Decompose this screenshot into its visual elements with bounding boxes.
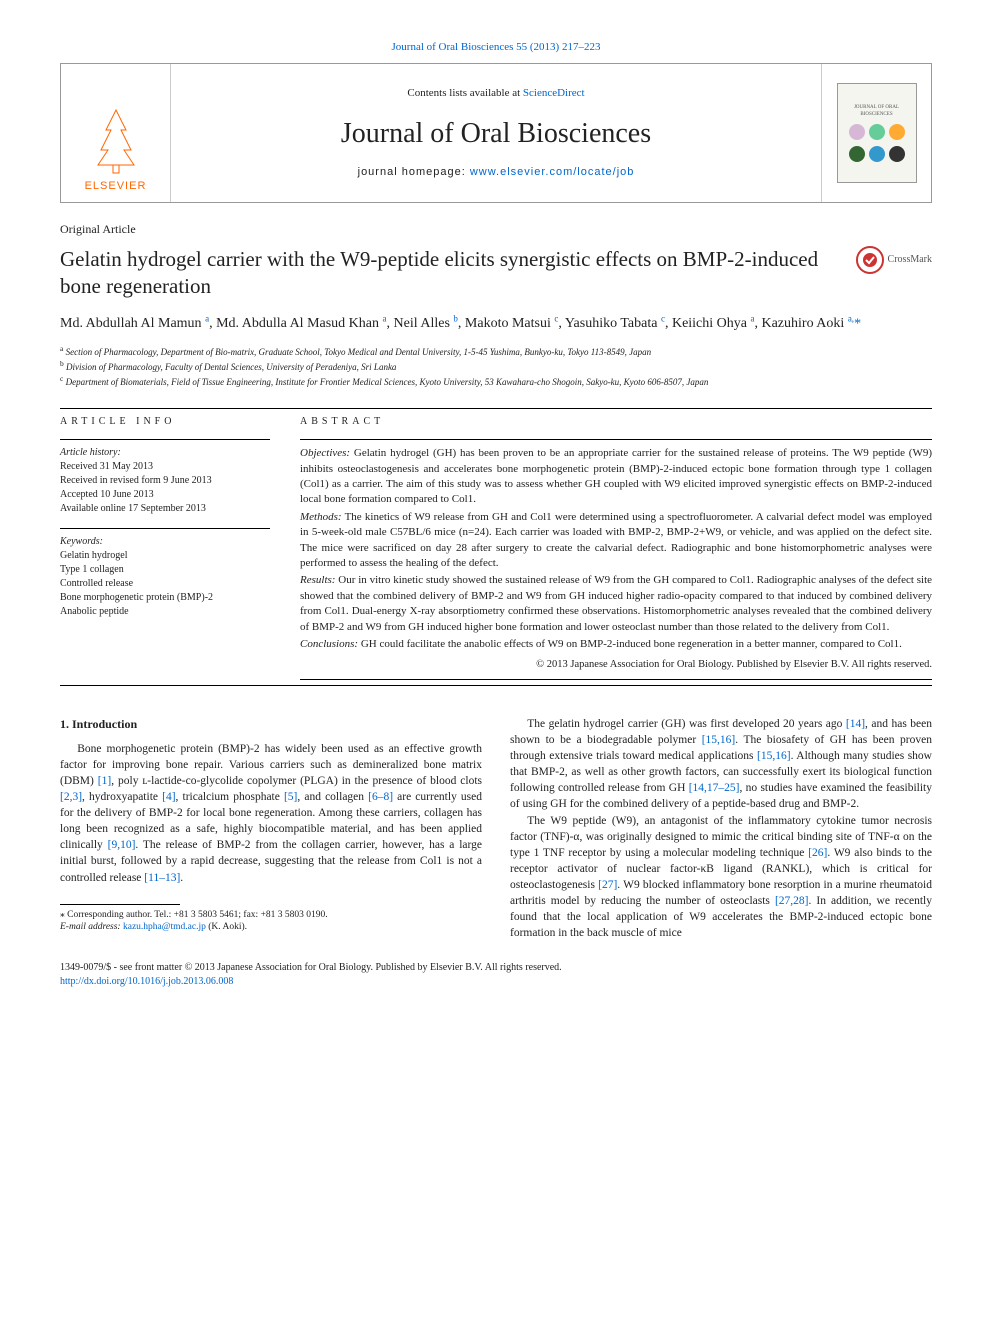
crossmark-badge[interactable]: CrossMark <box>856 246 932 274</box>
section-heading-intro: 1. Introduction <box>60 716 482 733</box>
doi-link[interactable]: http://dx.doi.org/10.1016/j.job.2013.06.… <box>60 976 233 987</box>
publisher-label: ELSEVIER <box>85 179 147 194</box>
elsevier-tree-icon <box>86 105 146 175</box>
homepage-link[interactable]: www.elsevier.com/locate/job <box>470 166 635 178</box>
corresponding-email-link[interactable]: kazu.hpha@tmd.ac.jp <box>123 922 206 932</box>
cover-dot <box>869 146 885 162</box>
article-info-label: ARTICLE INFO <box>60 415 270 429</box>
journal-cover-thumb: JOURNAL OF ORAL BIOSCIENCES <box>837 83 917 183</box>
cover-dot <box>889 146 905 162</box>
cover-dot <box>849 124 865 140</box>
intro-para: The gelatin hydrogel carrier (GH) was fi… <box>510 716 932 813</box>
article-type: Original Article <box>60 221 932 238</box>
intro-para: The W9 peptide (W9), an antagonist of th… <box>510 813 932 942</box>
intro-para: Bone morphogenetic protein (BMP)-2 has w… <box>60 741 482 886</box>
publisher-block: ELSEVIER <box>61 64 171 202</box>
abstract-conclusions: Conclusions: GH could facilitate the ana… <box>300 637 932 652</box>
abstract-objectives: Objectives: Gelatin hydrogel (GH) has be… <box>300 446 932 508</box>
sciencedirect-line: Contents lists available at ScienceDirec… <box>181 86 811 101</box>
article-history: Article history: Received 31 May 2013 Re… <box>60 446 270 516</box>
abstract-label: ABSTRACT <box>300 415 932 429</box>
keywords-block: Keywords: Gelatin hydrogelType 1 collage… <box>60 535 270 619</box>
abstract-copyright: © 2013 Japanese Association for Oral Bio… <box>300 658 932 673</box>
abstract-results: Results: Our in vitro kinetic study show… <box>300 573 932 635</box>
abstract-methods: Methods: The kinetics of W9 release from… <box>300 510 932 572</box>
journal-name: Journal of Oral Biosciences <box>181 114 811 153</box>
article-title: Gelatin hydrogel carrier with the W9-pep… <box>60 246 844 301</box>
masthead: ELSEVIER Contents lists available at Sci… <box>60 63 932 203</box>
corresponding-star-icon: * <box>854 316 861 331</box>
cover-dot <box>889 124 905 140</box>
sciencedirect-link[interactable]: ScienceDirect <box>523 87 585 99</box>
crossmark-label: CrossMark <box>888 253 932 267</box>
front-matter-footer: 1349-0079/$ - see front matter © 2013 Ja… <box>60 961 932 989</box>
journal-issue-link[interactable]: Journal of Oral Biosciences 55 (2013) 21… <box>60 40 932 55</box>
crossmark-icon <box>862 252 878 268</box>
cover-dot <box>869 124 885 140</box>
author-list: Md. Abdullah Al Mamun a, Md. Abdulla Al … <box>60 313 932 335</box>
affiliations: a Section of Pharmacology, Department of… <box>60 344 932 388</box>
corresponding-footnote: ⁎ Corresponding author. Tel.: +81 3 5803… <box>60 909 482 934</box>
cover-dot <box>849 146 865 162</box>
homepage-line: journal homepage: www.elsevier.com/locat… <box>181 165 811 180</box>
article-body: 1. Introduction Bone morphogenetic prote… <box>60 716 932 941</box>
